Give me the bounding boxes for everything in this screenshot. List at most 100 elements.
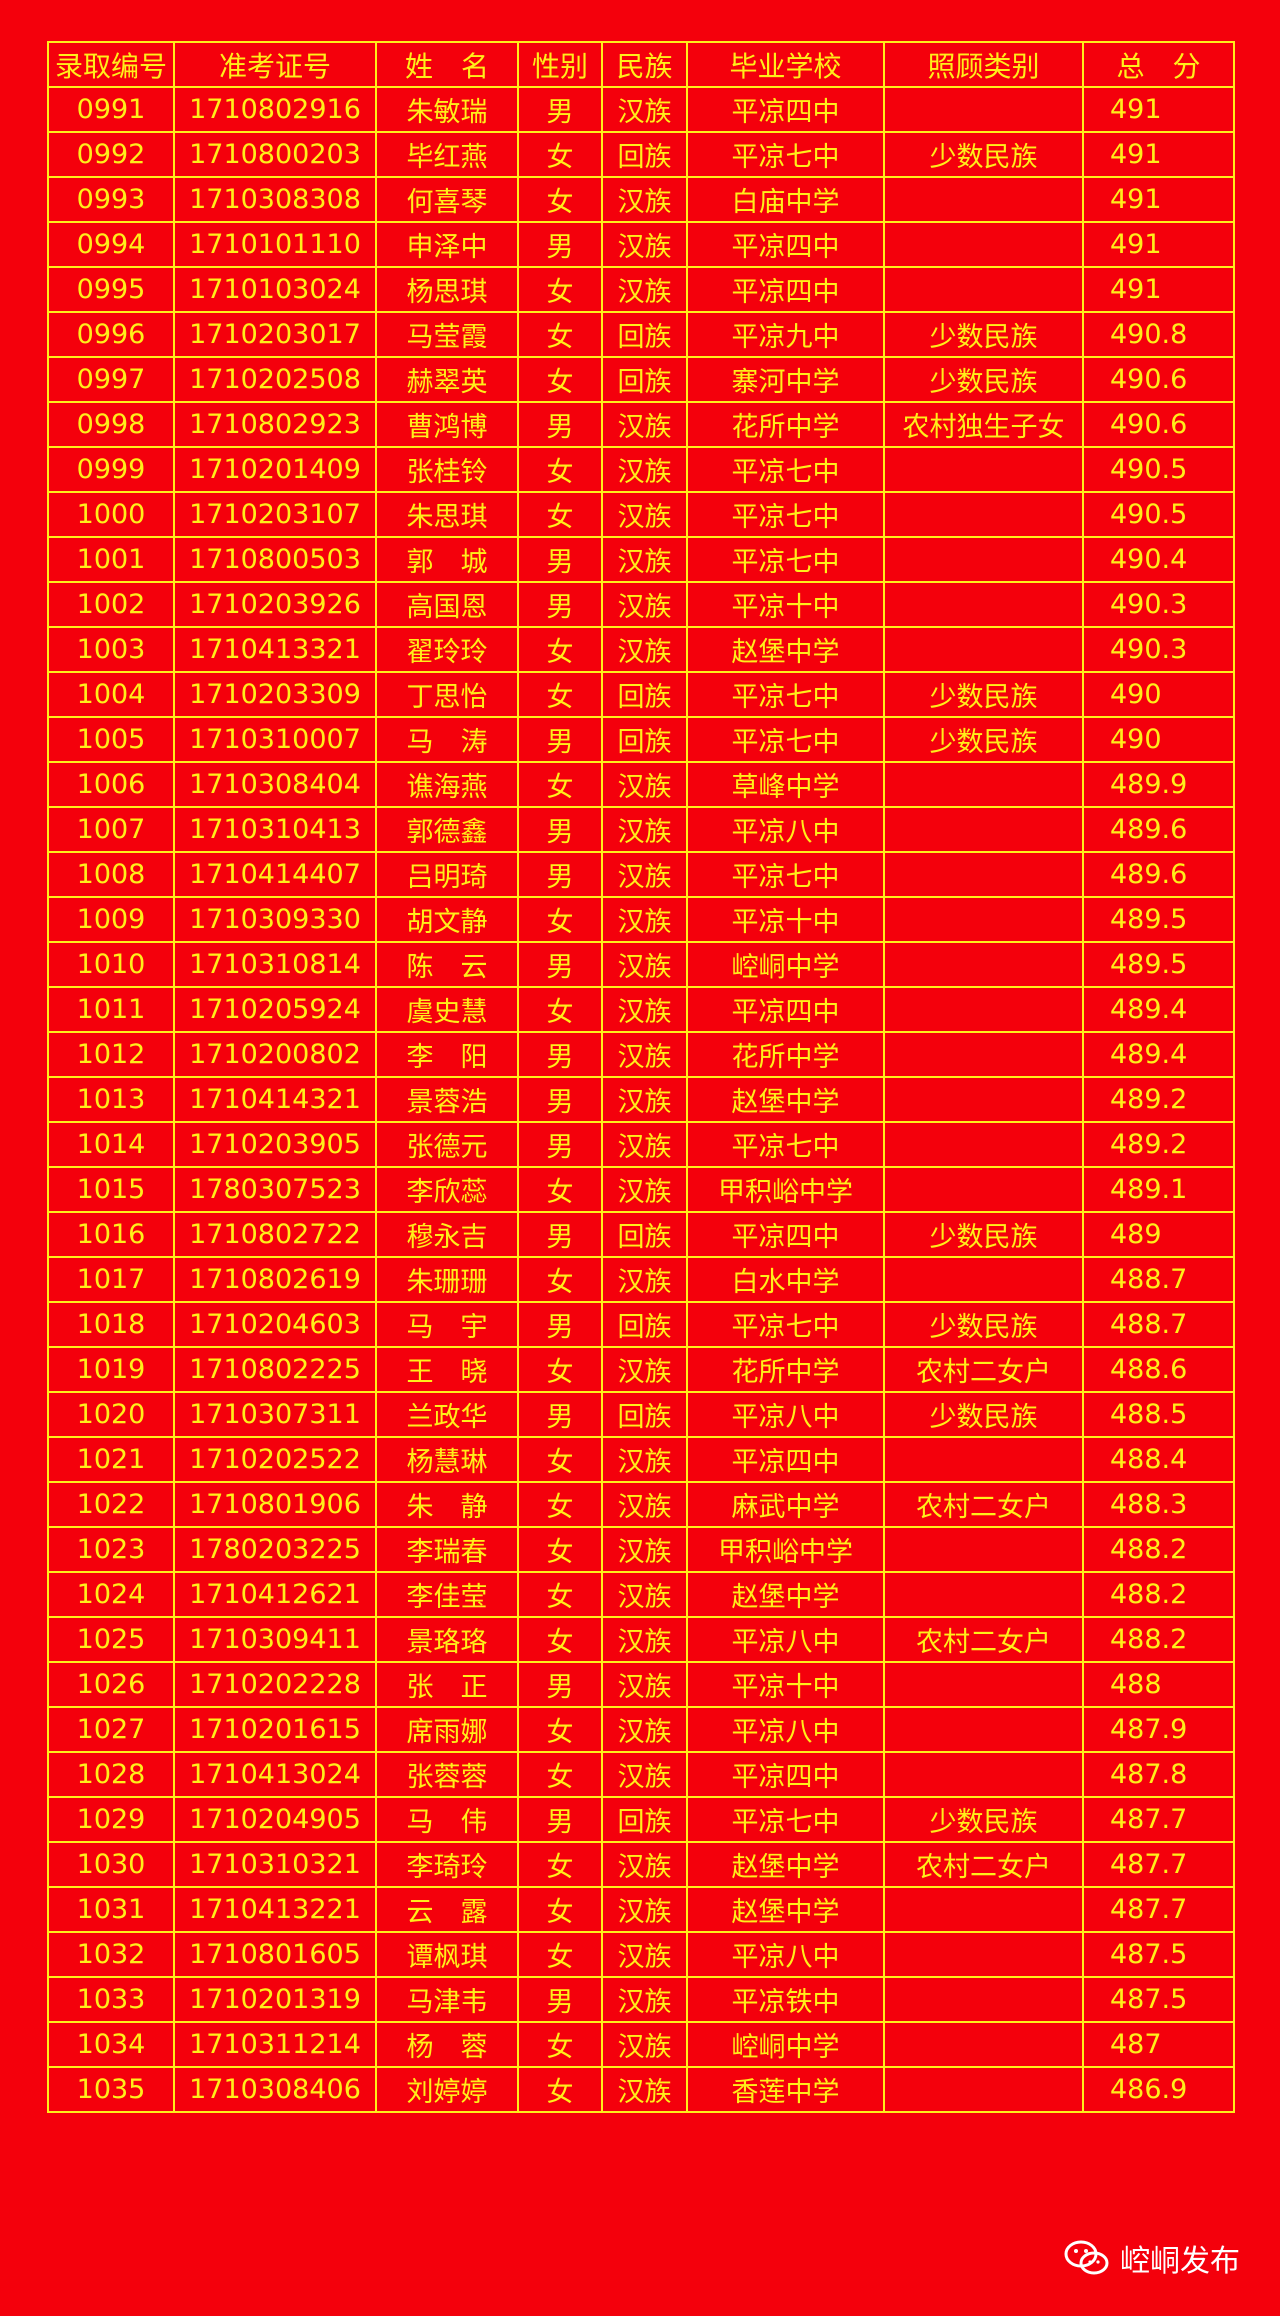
- header-cell: 毕业学校: [686, 41, 885, 88]
- table-cell: 1710308404: [173, 761, 377, 808]
- table-row: 1029 1710204905 马 伟男回族 平凉七中 少数民族 487.7: [47, 1796, 1235, 1843]
- table-cell: 汉族: [601, 1571, 688, 1618]
- table-cell: 女: [517, 986, 603, 1033]
- table-cell: 李瑞春: [375, 1526, 519, 1573]
- header-cell: 准考证号: [173, 41, 377, 88]
- table-cell: 农村二女户: [883, 1841, 1084, 1888]
- table-cell: 1024: [47, 1571, 175, 1618]
- table-row: 1025 1710309411 景珞珞女汉族 平凉八中 农村二女户 488.2: [47, 1616, 1235, 1663]
- table-cell: 489.2: [1082, 1076, 1235, 1123]
- table-cell: 兰政华: [375, 1391, 519, 1438]
- table-row: 1034 1710311214 杨 蓉女汉族 崆峒中学 487: [47, 2021, 1235, 2068]
- table-cell: 488.2: [1082, 1616, 1235, 1663]
- table-cell: 回族: [601, 311, 688, 358]
- table-cell: 回族: [601, 1301, 688, 1348]
- table-cell: 1710310413: [173, 806, 377, 853]
- table-body: 0991 1710802916 朱敏瑞男汉族 平凉四中 491 0992 171080020…: [47, 86, 1235, 2113]
- table-cell: 490.3: [1082, 626, 1235, 673]
- table-cell: 489.5: [1082, 896, 1235, 943]
- table-cell: 平凉十中: [686, 581, 885, 628]
- table-cell: 男: [517, 716, 603, 763]
- table-cell: 男: [517, 1976, 603, 2023]
- table-cell: 487.7: [1082, 1886, 1235, 1933]
- table-cell: 489.4: [1082, 986, 1235, 1033]
- table-cell: [883, 1751, 1084, 1798]
- table-cell: 花所中学: [686, 1031, 885, 1078]
- table-cell: 1710203017: [173, 311, 377, 358]
- table-cell: 女: [517, 671, 603, 718]
- table-cell: 1008: [47, 851, 175, 898]
- header-cell: 录取编号: [47, 41, 175, 88]
- table-row: 1013 1710414321 景蓉浩男汉族 赵堡中学 489.2: [47, 1076, 1235, 1123]
- table-cell: 1710203926: [173, 581, 377, 628]
- table-row: 1004 1710203309 丁思怡女回族 平凉七中 少数民族 490: [47, 671, 1235, 718]
- table-cell: 1710413321: [173, 626, 377, 673]
- table-cell: 489.5: [1082, 941, 1235, 988]
- table-cell: 汉族: [601, 581, 688, 628]
- table-cell: 郭 城: [375, 536, 519, 583]
- table-cell: 草峰中学: [686, 761, 885, 808]
- table-cell: 白水中学: [686, 1256, 885, 1303]
- table-cell: 回族: [601, 1391, 688, 1438]
- table-cell: 穆永吉: [375, 1211, 519, 1258]
- table-cell: 1710309330: [173, 896, 377, 943]
- table-cell: 赵堡中学: [686, 1841, 885, 1888]
- table-cell: [883, 806, 1084, 853]
- table-cell: 490.5: [1082, 491, 1235, 538]
- table-row: 1016 1710802722 穆永吉男回族 平凉四中 少数民族 489: [47, 1211, 1235, 1258]
- table-cell: 汉族: [601, 401, 688, 448]
- table-cell: 少数民族: [883, 716, 1084, 763]
- table-cell: 1023: [47, 1526, 175, 1573]
- table-cell: 男: [517, 851, 603, 898]
- table-cell: 农村二女户: [883, 1481, 1084, 1528]
- table-cell: 1031: [47, 1886, 175, 1933]
- table-cell: 汉族: [601, 986, 688, 1033]
- table-cell: 平凉四中: [686, 86, 885, 133]
- table-cell: 汉族: [601, 1121, 688, 1168]
- table-cell: 1021: [47, 1436, 175, 1483]
- table-cell: 汉族: [601, 1346, 688, 1393]
- footer-text: 崆峒发布: [1120, 2244, 1240, 2279]
- table-row: 1003 1710413321 翟玲玲女汉族 赵堡中学 490.3: [47, 626, 1235, 673]
- table-cell: 491: [1082, 221, 1235, 268]
- table-cell: 1002: [47, 581, 175, 628]
- table-cell: 1710311214: [173, 2021, 377, 2068]
- table-cell: 席雨娜: [375, 1706, 519, 1753]
- table-cell: 1030: [47, 1841, 175, 1888]
- table-cell: 朱 静: [375, 1481, 519, 1528]
- table-cell: 平凉十中: [686, 896, 885, 943]
- table-cell: 女: [517, 1616, 603, 1663]
- table-cell: 女: [517, 1841, 603, 1888]
- table-cell: 487.7: [1082, 1796, 1235, 1843]
- table-cell: 1032: [47, 1931, 175, 1978]
- header-cell: 性别: [517, 41, 603, 88]
- table-cell: 女: [517, 1706, 603, 1753]
- table-cell: 1710413024: [173, 1751, 377, 1798]
- table-row: 1010 1710310814 陈 云男汉族 崆峒中学 489.5: [47, 941, 1235, 988]
- table-cell: 489.1: [1082, 1166, 1235, 1213]
- table-cell: [883, 1706, 1084, 1753]
- table-cell: 汉族: [601, 1436, 688, 1483]
- table-cell: [883, 1661, 1084, 1708]
- table-cell: 489.4: [1082, 1031, 1235, 1078]
- table-cell: 农村二女户: [883, 1616, 1084, 1663]
- table-cell: 吕明琦: [375, 851, 519, 898]
- table-row: 0994 1710101110 申泽中男汉族 平凉四中 491: [47, 221, 1235, 268]
- table-cell: 1710308308: [173, 176, 377, 223]
- table-cell: 1011: [47, 986, 175, 1033]
- table-cell: 490.3: [1082, 581, 1235, 628]
- table-cell: [883, 2066, 1084, 2113]
- table-cell: 汉族: [601, 2021, 688, 2068]
- table-cell: 杨 蓉: [375, 2021, 519, 2068]
- table-cell: 汉族: [601, 941, 688, 988]
- table-cell: [883, 1526, 1084, 1573]
- table-cell: [883, 1076, 1084, 1123]
- table-cell: 0999: [47, 446, 175, 493]
- table-cell: 1710203309: [173, 671, 377, 718]
- table-cell: 487.5: [1082, 1931, 1235, 1978]
- table-row: 0997 1710202508 赫翠英女回族 寨河中学 少数民族 490.6: [47, 356, 1235, 403]
- table-cell: 1710101110: [173, 221, 377, 268]
- table-cell: 1710412621: [173, 1571, 377, 1618]
- table-cell: 488.3: [1082, 1481, 1235, 1528]
- table-cell: [883, 1436, 1084, 1483]
